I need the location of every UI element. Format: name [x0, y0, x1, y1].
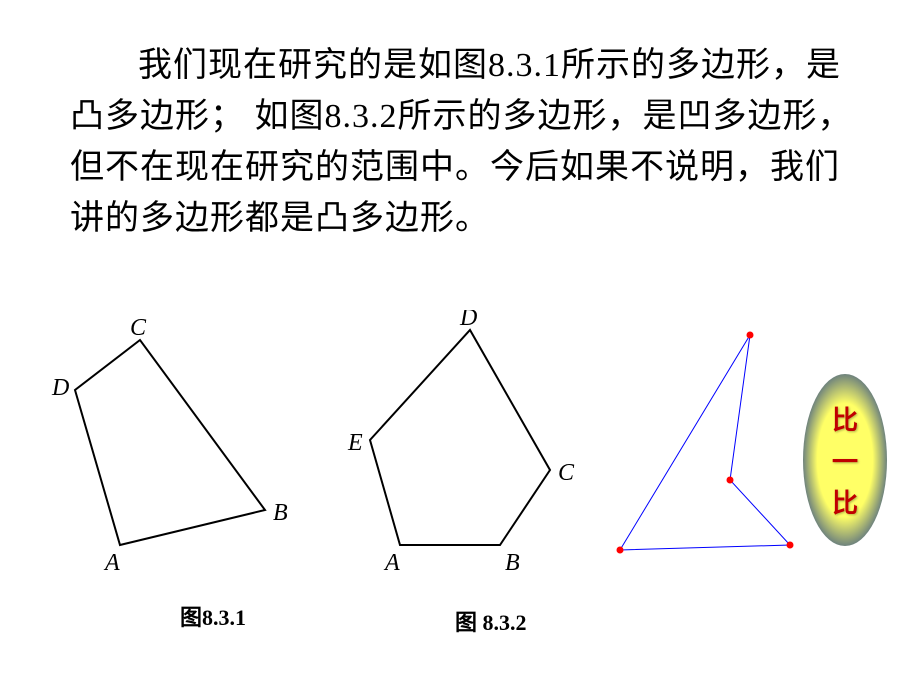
- para-part3: 如图: [255, 98, 325, 135]
- figure-1-caption: 图8.3.1: [180, 600, 246, 632]
- badge-char-3: 比: [800, 483, 890, 525]
- svg-text:C: C: [558, 460, 575, 486]
- para-part1: 我们现在研究的是如图: [138, 47, 488, 84]
- svg-text:A: A: [383, 550, 400, 576]
- figures-container: A B C D A B C D E 图8.3.1 图 8.3.2: [50, 310, 870, 670]
- figure-1-convex-quad: A B C D: [50, 310, 310, 595]
- figure-2-convex-pentagon: A B C D E: [340, 310, 600, 595]
- svg-text:A: A: [103, 550, 120, 576]
- badge-char-2: 一: [800, 442, 890, 484]
- main-paragraph: 我们现在研究的是如图8.3.1所示的多边形，是凸多边形； 如图8.3.2所示的多…: [70, 40, 860, 244]
- svg-text:B: B: [505, 550, 520, 576]
- figure-2-svg: A B C D E: [340, 310, 600, 590]
- fig-ref-1: 8.3.1: [488, 47, 561, 84]
- figure-3-concave: [600, 310, 820, 595]
- figure-2-labels: A B C D E: [347, 310, 575, 576]
- figure-1-labels: A B C D: [51, 315, 288, 576]
- figure-2-caption: 图 8.3.2: [455, 605, 527, 637]
- figure-3-svg: [600, 310, 820, 590]
- figure-2-polygon: [370, 330, 550, 545]
- figure-1-polygon: [75, 340, 265, 545]
- svg-text:B: B: [273, 500, 288, 526]
- fig-ref-2: 8.3.2: [325, 98, 398, 135]
- svg-text:E: E: [347, 430, 363, 456]
- figure-3-polygon: [620, 335, 790, 550]
- compare-badge: 比 一 比: [800, 370, 890, 550]
- badge-char-1: 比: [800, 400, 890, 442]
- svg-text:D: D: [51, 375, 69, 401]
- badge-text: 比 一 比: [800, 400, 890, 525]
- figure-1-svg: A B C D: [50, 310, 310, 590]
- svg-text:C: C: [130, 315, 147, 341]
- svg-text:D: D: [459, 310, 477, 331]
